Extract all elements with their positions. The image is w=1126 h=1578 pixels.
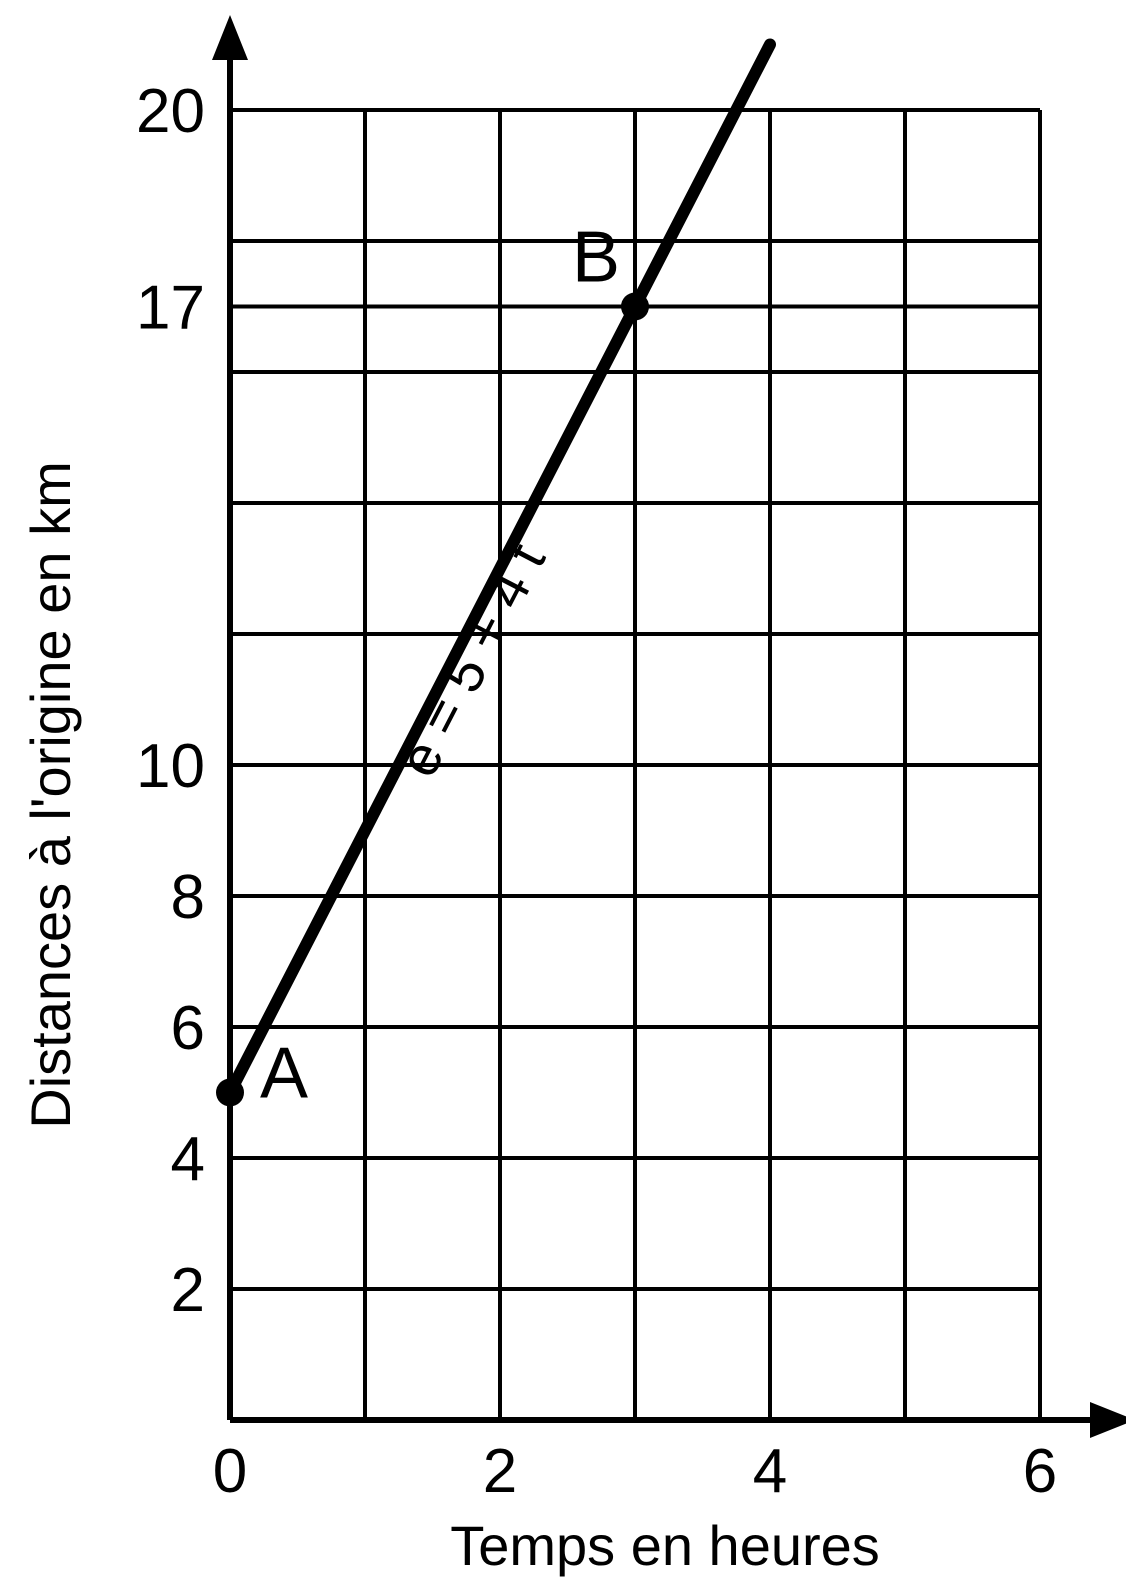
y-tick-label: 8 [171, 863, 205, 932]
y-axis-arrow [212, 15, 248, 60]
x-tick-label: 2 [483, 1437, 517, 1506]
point-a [216, 1079, 244, 1107]
y-tick-label: 20 [136, 77, 205, 146]
y-axis-title: Distances à l'origine en km [19, 461, 82, 1128]
y-tick-label: 10 [136, 732, 205, 801]
x-tick-label: 4 [753, 1437, 787, 1506]
y-tick-label: 4 [171, 1125, 205, 1194]
point-a-label: A [260, 1034, 308, 1114]
y-tick-label: 17 [136, 274, 205, 343]
x-axis-arrow [1090, 1402, 1126, 1438]
point-b [621, 293, 649, 321]
x-tick-label: 0 [213, 1437, 247, 1506]
distance-time-chart: 0 2 4 6 2 4 6 8 10 17 20 Temps en heures Distances à… [0, 0, 1126, 1578]
y-tick-label: 2 [171, 1256, 205, 1325]
chart-container: 0 2 4 6 2 4 6 8 10 17 20 Temps en heures Distances à… [0, 0, 1126, 1578]
point-b-label: B [572, 218, 620, 298]
x-tick-label: 6 [1023, 1437, 1057, 1506]
y-tick-label: 6 [171, 994, 205, 1063]
x-axis-title: Temps en heures [450, 1514, 880, 1577]
equation-label: e = 5 + 4 t [386, 533, 558, 786]
